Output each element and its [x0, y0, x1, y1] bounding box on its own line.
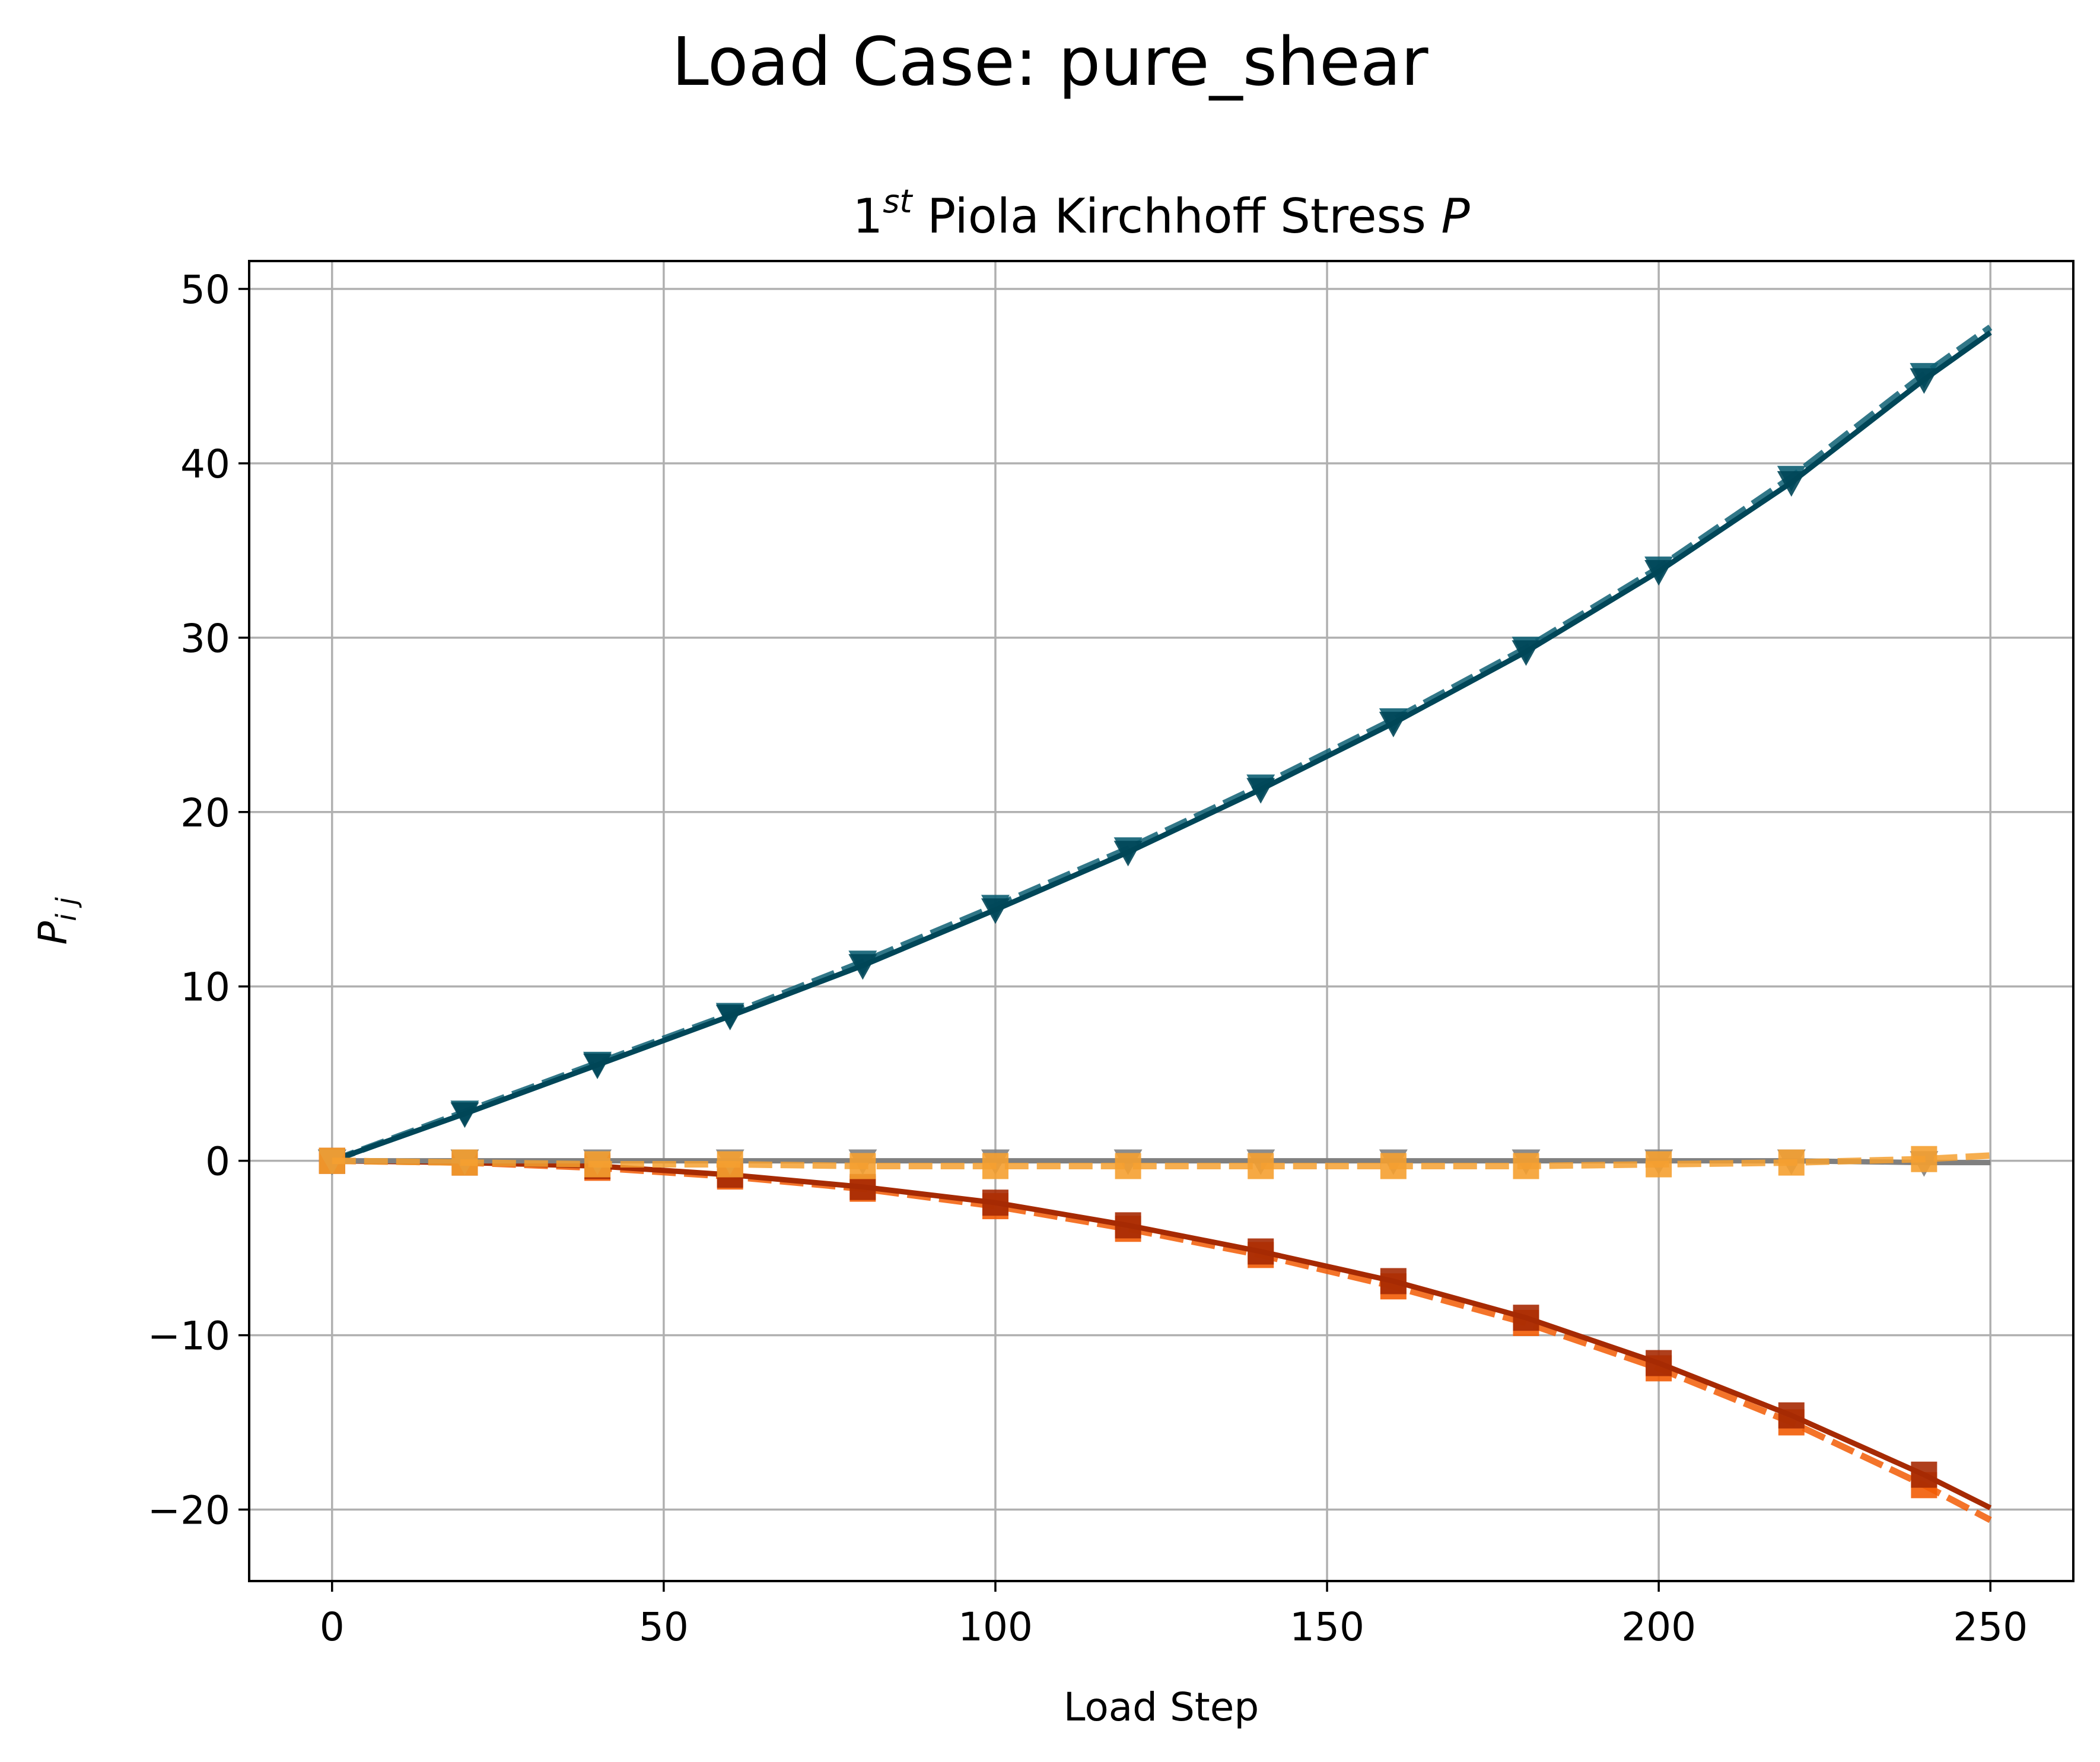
series-6-marker — [319, 1147, 345, 1174]
series-2-marker — [715, 1004, 744, 1031]
series-2-marker — [1113, 841, 1143, 867]
series-group — [317, 325, 1993, 1523]
series-6 — [319, 1146, 1991, 1179]
series-6-marker — [982, 1153, 1008, 1179]
title-base: 1 — [852, 189, 883, 244]
series-4-marker — [1778, 1402, 1805, 1429]
series-6-marker — [1646, 1151, 1672, 1178]
y-tick-label: 40 — [180, 441, 230, 487]
y-tick-label: 30 — [180, 616, 230, 661]
x-tick-label: 100 — [958, 1604, 1033, 1650]
y-axis-title-base: P — [30, 921, 76, 945]
grid — [249, 261, 2073, 1581]
y-tick-label: 10 — [180, 965, 230, 1010]
series-2 — [317, 330, 1992, 1175]
series-2-marker — [1777, 471, 1806, 497]
series-6-marker — [1115, 1153, 1141, 1179]
plot-frame — [248, 260, 2074, 1582]
series-5-line — [332, 1158, 1991, 1166]
series-3 — [319, 1147, 1992, 1523]
x-tick-label: 250 — [1953, 1604, 2028, 1650]
series-4-marker — [1115, 1212, 1141, 1239]
x-axis-title: Load Step — [1064, 1684, 1259, 1730]
y-tick-label: 0 — [205, 1139, 230, 1185]
series-1-line — [330, 325, 1993, 1164]
x-tick-label: 0 — [320, 1604, 345, 1650]
series-2-marker — [981, 898, 1010, 924]
y-tick-label: −10 — [148, 1313, 230, 1359]
series-2-marker — [1910, 368, 1939, 394]
title-superscript: st — [883, 183, 913, 220]
series-4-marker — [1646, 1350, 1672, 1376]
series-6-marker — [1911, 1146, 1937, 1172]
series-3-line — [332, 1157, 1992, 1523]
y-tick-label: 20 — [180, 790, 230, 836]
series-4 — [319, 1147, 1992, 1510]
series-2-marker — [1379, 711, 1408, 737]
title-symbol: P — [1441, 189, 1470, 244]
series-2-line — [331, 330, 1992, 1163]
series-4-marker — [982, 1189, 1008, 1216]
series-6-marker — [717, 1151, 743, 1178]
plot-title: 1st Piola Kirchhoff Stress P — [852, 183, 1470, 244]
series-6-marker — [1380, 1153, 1407, 1179]
series-2-marker — [1644, 559, 1673, 586]
series-6-marker — [451, 1149, 478, 1176]
x-tick-label: 150 — [1290, 1604, 1364, 1650]
y-axis-title: Pi j — [30, 897, 82, 944]
y-tick-label: 50 — [180, 267, 230, 313]
series-6-marker — [1248, 1153, 1274, 1179]
series-2-marker — [1512, 640, 1541, 666]
series-4-marker — [1380, 1268, 1407, 1295]
figure-suptitle: Load Case: pure_shear — [672, 24, 1428, 101]
title-text: Piola Kirchhoff Stress — [912, 189, 1442, 244]
series-1 — [317, 325, 1993, 1175]
ticks: 0 50 100 150 200 250 −20 −10 0 10 20 30 40 50 — [148, 267, 2028, 1650]
series-6-marker — [584, 1151, 611, 1178]
series-2-marker — [583, 1053, 612, 1079]
x-tick-label: 50 — [639, 1604, 689, 1650]
series-4-line — [332, 1158, 1992, 1510]
y-axis-title-subscript: i j — [50, 897, 82, 921]
series-2-marker — [848, 954, 877, 980]
series-4-marker — [1513, 1305, 1539, 1331]
series-4-marker — [1911, 1461, 1937, 1488]
series-4-marker — [1248, 1238, 1274, 1265]
series-6-marker — [1513, 1153, 1539, 1179]
series-2-marker — [450, 1102, 479, 1128]
x-tick-label: 200 — [1621, 1604, 1696, 1650]
y-tick-label: −20 — [148, 1487, 230, 1533]
series-6-marker — [849, 1153, 876, 1179]
series-2-marker — [1246, 778, 1275, 804]
series-6-marker — [1778, 1149, 1805, 1176]
